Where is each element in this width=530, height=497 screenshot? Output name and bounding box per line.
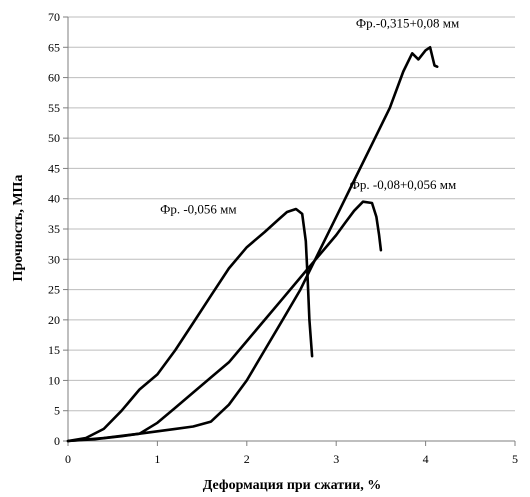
x-tick-label: 2 [244,452,250,466]
y-tick-label: 40 [48,192,60,206]
y-tick-label: 0 [54,434,60,448]
y-tick-label: 35 [48,222,60,236]
axes [63,16,516,446]
y-tick-label: 30 [48,252,60,266]
y-tick-label: 25 [48,283,60,297]
series-line-1 [66,207,314,443]
x-tick-label: 0 [65,452,71,466]
y-tick-label: 60 [48,71,60,85]
x-tick-label: 3 [333,452,339,466]
x-tick-label: 4 [423,452,429,466]
series-lines [66,46,439,443]
y-tick-label: 5 [54,404,60,418]
y-axis-title: Прочность, МПа [11,175,26,282]
y-tick-label: 55 [48,101,60,115]
x-axis-title: Деформация при сжатии, % [203,478,382,493]
series-annotation-3: Фр. -0,056 мм [160,201,237,216]
series-line-2 [66,200,383,443]
x-tick-label: 5 [512,452,518,466]
series-annotation-2: Фр. -0,08+0,056 мм [350,177,457,192]
y-tick-label: 70 [48,10,60,24]
y-tick-label: 50 [48,131,60,145]
y-tick-label: 65 [48,40,60,54]
series-line-3 [66,46,439,443]
series-annotation-1: Фр.-0,315+0,08 мм [356,15,459,30]
gridlines [68,16,515,412]
x-tick-label: 1 [154,452,160,466]
y-tick-label: 45 [48,161,60,175]
y-tick-label: 20 [48,313,60,327]
y-tick-label: 10 [48,373,60,387]
series-annotations: Фр.-0,315+0,08 мм Фр. -0,08+0,056 мм Фр. -… [160,15,459,216]
y-tick-label: 15 [48,343,60,357]
